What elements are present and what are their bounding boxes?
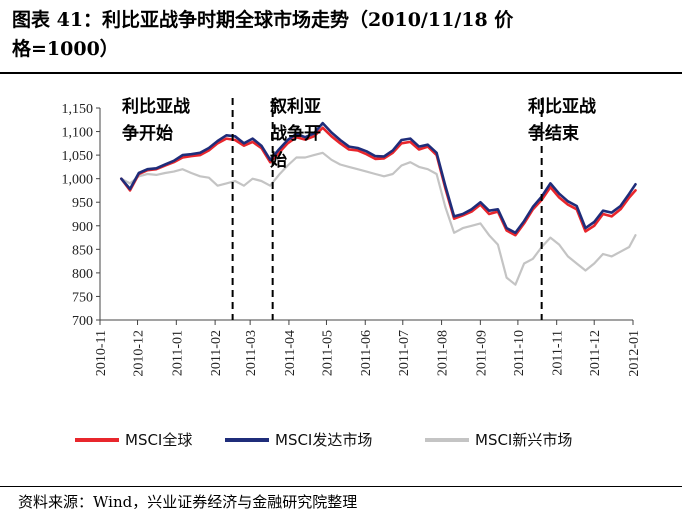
chart-title-line-2: 格=1000） [12,38,119,60]
event-label: 战争开 [270,123,321,144]
y-tick-label: 850 [72,243,93,258]
y-tick-label: 900 [72,220,93,235]
series-line-3 [120,151,637,286]
x-tick-label: 2011-11 [551,330,566,376]
event-label: 争结束 [528,123,579,144]
line-chart: 700 750 800 850 900 950 1,000 1,050 1,100 1,150 20… [62,96,643,449]
y-tick-label: 950 [72,196,93,211]
source-note: 资料来源：Wind，兴业证券经济与金融研究院整理 [18,493,358,511]
x-tick-label: 2011-04 [283,330,298,376]
y-tick-label: 800 [72,267,93,282]
x-tick-label: 2011-12 [588,330,603,376]
event-label: 始 [270,150,287,171]
x-tick-label: 2011-06 [359,330,374,376]
x-tick-label: 2011-10 [512,330,527,376]
y-tick-label: 1,150 [62,102,94,117]
x-tick-label: 2011-02 [209,330,224,376]
x-tick-label: 2010-11 [94,330,109,376]
series-line-1 [120,126,637,237]
x-tick-label: 2011-08 [436,330,451,376]
title-rule [0,72,682,74]
event-label: 利比亚战 [122,96,190,117]
chart-title: 图表 41：利比亚战争时期全球市场走势（2010/11/18 价 格=1000） [12,6,672,64]
x-tick-label: 2011-07 [397,330,412,376]
x-tick-label: 2011-01 [170,330,185,376]
x-tick-label: 2011-09 [474,330,489,376]
y-tick-label: 700 [72,314,93,329]
y-tick-label: 1,050 [62,149,94,164]
chart-title-line-1: 图表 41：利比亚战争时期全球市场走势（2010/11/18 价 [12,9,514,31]
y-tick-label: 1,000 [62,173,94,188]
x-tick-label: 2012-01 [627,330,642,377]
y-tick-label: 1,100 [62,126,94,141]
x-tick-label: 2011-05 [320,330,335,376]
legend-label-3: MSCI新兴市场 [475,431,572,449]
event-label: 争开始 [122,123,173,144]
event-label: 利比亚战 [528,96,596,117]
event-label: 叙利亚 [270,96,321,117]
legend-label-2: MSCI发达市场 [275,431,372,449]
series-line-2 [120,121,637,235]
x-tick-label: 2011-03 [244,330,259,376]
y-tick-label: 750 [72,290,93,305]
source-rule [0,486,682,487]
x-tick-label: 2010-12 [132,330,147,377]
legend-label-1: MSCI全球 [125,431,192,449]
